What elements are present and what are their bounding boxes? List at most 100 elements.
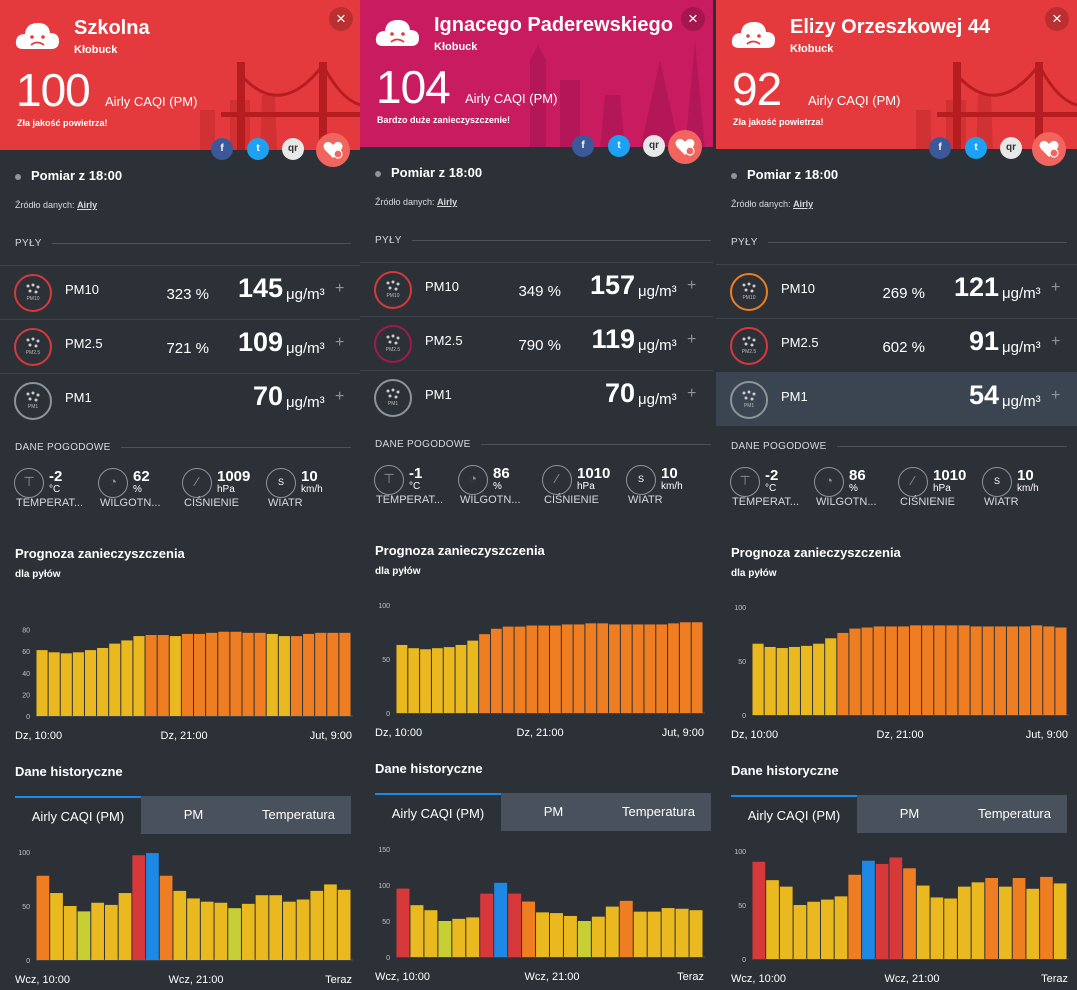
- pm-norm-percent: 790 %: [518, 337, 561, 354]
- pm-unit: μg/m³: [286, 394, 325, 411]
- expand-plus-icon[interactable]: +: [1051, 387, 1061, 404]
- header: Ignacego Paderewskiego Kłobuck 104 Airly CA…: [360, 0, 713, 147]
- street-name: Elizy Orzeszkowej 44: [790, 16, 991, 38]
- close-icon[interactable]: ×: [1045, 7, 1069, 31]
- qr-code-button[interactable]: qr: [1000, 137, 1022, 159]
- caqi-label: Airly CAQI (PM): [465, 91, 558, 106]
- qr-code-button[interactable]: qr: [282, 138, 304, 160]
- tab-pm[interactable]: PM: [857, 795, 962, 833]
- bar: [994, 626, 1006, 715]
- bar: [63, 906, 77, 960]
- pm-row-pm10[interactable]: PM10 PM10 349 % 157 μg/m³ +: [360, 262, 713, 316]
- bar: [206, 632, 218, 716]
- pm-row-pm10[interactable]: PM10 PM10 323 % 145 μg/m³ +: [0, 265, 361, 319]
- twitter-share-button[interactable]: t: [247, 138, 269, 160]
- expand-plus-icon[interactable]: +: [1051, 333, 1061, 350]
- data-source-link[interactable]: Airly: [437, 197, 458, 207]
- pm-row-pm1[interactable]: PM1 PM1 70 μg/m³ +: [0, 373, 361, 427]
- expand-plus-icon[interactable]: +: [687, 331, 697, 348]
- tab-pm[interactable]: PM: [501, 793, 606, 831]
- history-chart: 0 50 100 150: [378, 847, 705, 960]
- expand-plus-icon[interactable]: +: [1051, 279, 1061, 296]
- pressure-icon: ⁄: [182, 468, 212, 498]
- expand-plus-icon[interactable]: +: [335, 388, 345, 405]
- bar: [897, 626, 909, 715]
- bar: [597, 623, 609, 713]
- tab-temperature[interactable]: Temperatura: [606, 793, 711, 831]
- pm-row-pm1[interactable]: PM1 PM1 54 μg/m³ +: [716, 372, 1077, 426]
- bar: [133, 636, 145, 716]
- bar: [324, 884, 337, 960]
- expand-plus-icon[interactable]: +: [335, 280, 345, 297]
- tab-caqi[interactable]: Airly CAQI (PM): [15, 796, 141, 834]
- facebook-share-button[interactable]: f: [929, 137, 951, 159]
- pm-row-pm25[interactable]: PM2.5 PM2.5 721 % 109 μg/m³ +: [0, 319, 361, 373]
- measurement-time: Pomiar z 18:00: [15, 168, 122, 183]
- twitter-share-button[interactable]: t: [608, 135, 630, 157]
- bar: [916, 885, 930, 959]
- heart-add-icon: [1039, 140, 1059, 158]
- tab-pm[interactable]: PM: [141, 796, 246, 834]
- bar: [1043, 626, 1055, 715]
- history-x-label: Wcz, 21:00: [168, 974, 224, 986]
- add-favorite-button[interactable]: [316, 133, 350, 167]
- caqi-label: Airly CAQI (PM): [105, 94, 198, 109]
- header: Szkolna Kłobuck 100 Airly CAQI (PM) Zła jako…: [0, 0, 361, 150]
- bar: [813, 643, 825, 715]
- pm-row-pm1[interactable]: PM1 PM1 70 μg/m³ +: [360, 370, 713, 424]
- y-tick-label: 0: [26, 714, 30, 719]
- close-icon[interactable]: ×: [329, 7, 353, 31]
- tab-temperature[interactable]: Temperatura: [246, 796, 351, 834]
- pm-icon-label: PM2.5: [25, 350, 41, 356]
- bar: [514, 626, 526, 713]
- sad-cloud-icon: [15, 23, 59, 49]
- tab-temperature[interactable]: Temperatura: [962, 795, 1067, 833]
- weather-unit: km/h: [301, 484, 323, 495]
- add-favorite-button[interactable]: [1032, 132, 1066, 166]
- tab-caqi[interactable]: Airly CAQI (PM): [375, 793, 501, 831]
- bar: [84, 650, 97, 716]
- bar: [466, 917, 480, 957]
- expand-plus-icon[interactable]: +: [687, 277, 697, 294]
- expand-plus-icon[interactable]: +: [687, 385, 697, 402]
- bar: [327, 632, 339, 716]
- qr-code-button[interactable]: qr: [643, 135, 665, 157]
- facebook-share-button[interactable]: f: [211, 138, 233, 160]
- dust-section-header: PYŁY: [15, 238, 351, 249]
- y-tick-label: 50: [22, 904, 30, 911]
- add-favorite-button[interactable]: [668, 130, 702, 164]
- data-source-link[interactable]: Airly: [793, 199, 814, 209]
- y-tick-label: 40: [22, 671, 30, 678]
- expand-plus-icon[interactable]: +: [335, 334, 345, 351]
- weather-unit: km/h: [1017, 483, 1039, 494]
- street-name: Szkolna: [74, 17, 150, 39]
- pm-row-pm25[interactable]: PM2.5 PM2.5 602 % 91 μg/m³ +: [716, 318, 1077, 372]
- bar: [820, 899, 834, 959]
- twitter-share-button[interactable]: t: [965, 137, 987, 159]
- y-tick-label: 100: [734, 849, 746, 856]
- pm-value: 109: [237, 327, 283, 357]
- bar: [424, 910, 438, 957]
- bar: [550, 913, 563, 957]
- pm-row-pm25[interactable]: PM2.5 PM2.5 790 % 119 μg/m³ +: [360, 316, 713, 370]
- pm-row-pm10[interactable]: PM10 PM10 269 % 121 μg/m³ +: [716, 264, 1077, 318]
- bar: [296, 899, 310, 960]
- humidity-icon: ◔: [814, 467, 844, 497]
- tab-caqi[interactable]: Airly CAQI (PM): [731, 795, 857, 833]
- history-x-label: Wcz, 21:00: [524, 971, 580, 983]
- caqi-label: Airly CAQI (PM): [808, 93, 901, 108]
- bar: [661, 908, 675, 957]
- weather-value: 10: [301, 468, 318, 485]
- weather-name: CIŚNIENIE: [544, 494, 600, 506]
- history-x-label: Teraz: [325, 974, 352, 986]
- weather-section-label: DANE POGODOWE: [15, 442, 111, 453]
- history-tabs: Airly CAQI (PM) PM Temperatura: [731, 795, 1067, 833]
- data-source-link[interactable]: Airly: [77, 200, 98, 210]
- close-icon[interactable]: ×: [681, 7, 705, 31]
- y-tick-label: 100: [378, 883, 390, 890]
- facebook-share-button[interactable]: f: [572, 135, 594, 157]
- weather-value: 86: [493, 465, 510, 482]
- y-tick-label: 80: [22, 628, 30, 635]
- bar: [159, 875, 173, 960]
- bar: [60, 653, 72, 716]
